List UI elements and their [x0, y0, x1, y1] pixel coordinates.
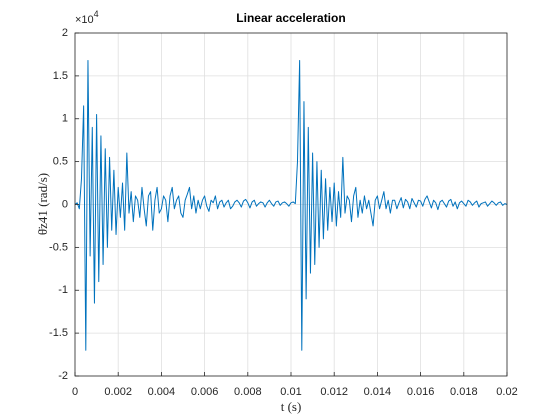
x-tick-label: 0.01	[280, 386, 301, 398]
multiplier-exponent: 4	[94, 9, 99, 19]
x-tick-label: 0	[72, 386, 78, 398]
y-tick-label: 1.5	[53, 70, 68, 82]
x-tick-label: 0.014	[364, 386, 392, 398]
x-axis-label: t (s)	[281, 399, 302, 414]
chart-title: Linear acceleration	[236, 11, 345, 25]
x-tick-label: 0.018	[450, 386, 478, 398]
y-tick-label: 0.5	[53, 156, 68, 168]
data-line	[74, 59, 508, 351]
y-tick-label: -1.5	[49, 327, 68, 339]
x-tick-label: 0.008	[234, 386, 262, 398]
y-axis-label: θ̈z41 (rad/s)	[35, 173, 50, 235]
ticks: 0 0.002 0.004 0.006 0.008 0.01 0.012 0.014 0.016…	[49, 27, 518, 398]
y-tick-label: -2	[58, 370, 68, 382]
y-tick-label: 0	[62, 198, 68, 210]
x-tick-label: 0.012	[320, 386, 348, 398]
x-tick-label: 0.004	[148, 386, 176, 398]
y-multiplier: ×104	[75, 9, 99, 26]
y-tick-label: -0.5	[49, 241, 68, 253]
plot-lines	[74, 59, 508, 351]
y-tick-label: 2	[62, 27, 68, 39]
y-tick-label: -1	[58, 284, 68, 296]
y-tick-label: 1	[62, 113, 68, 125]
x-tick-label: 0.006	[191, 386, 219, 398]
multiplier-base: ×10	[75, 14, 94, 26]
x-tick-label: 0.016	[407, 386, 435, 398]
x-tick-label: 0.002	[104, 386, 132, 398]
x-tick-label: 0.02	[496, 386, 517, 398]
